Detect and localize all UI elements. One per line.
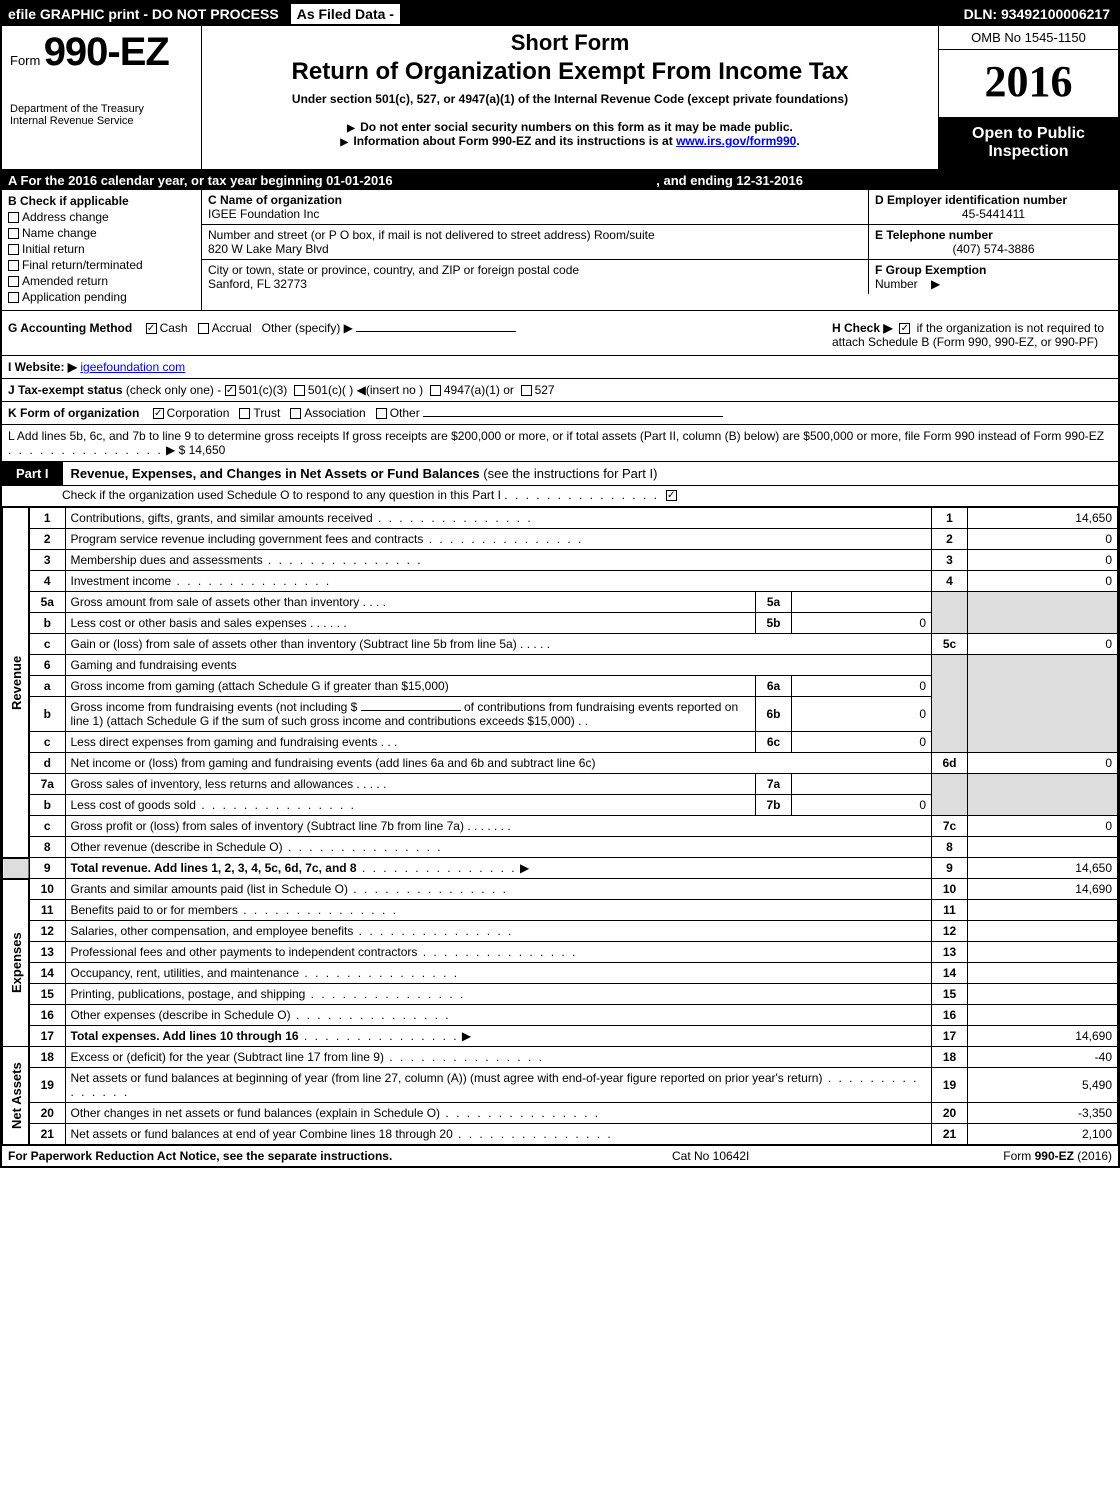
amt-17: 14,690 — [968, 1026, 1118, 1047]
line-l-amount: ▶ $ 14,650 — [166, 443, 225, 457]
section-j: J Tax-exempt status (check only one) - ✓… — [2, 379, 1118, 402]
e-label: E Telephone number — [875, 228, 1112, 242]
city-state-zip: Sanford, FL 32773 — [208, 277, 862, 291]
dln-label: DLN: — [964, 6, 997, 22]
dln: DLN: 93492100006217 — [956, 3, 1118, 25]
checkbox-initial[interactable] — [8, 244, 19, 255]
amt-19: 5,490 — [968, 1068, 1118, 1103]
efile-label: efile GRAPHIC print - DO NOT PROCESS — [2, 3, 285, 25]
section-g-h: G Accounting Method ✓Cash Accrual Other … — [2, 311, 1118, 356]
checkbox-accrual[interactable] — [198, 323, 209, 334]
return-title: Return of Organization Exempt From Incom… — [212, 58, 928, 86]
street-address: 820 W Lake Mary Blvd — [208, 242, 862, 256]
dept-irs: Internal Revenue Service — [10, 115, 193, 127]
dln-value: 93492100006217 — [1001, 6, 1110, 22]
sidelabel-expenses: Expenses — [3, 879, 30, 1047]
b-header: B Check if applicable — [8, 194, 195, 208]
triangle-icon — [347, 120, 357, 134]
checkbox-application[interactable] — [8, 292, 19, 303]
checkbox-501c3[interactable]: ✓ — [225, 385, 236, 396]
amt-7c: 0 — [968, 816, 1118, 837]
part1-check-line: Check if the organization used Schedule … — [2, 486, 1118, 507]
org-name: IGEE Foundation Inc — [208, 207, 862, 221]
footer: For Paperwork Reduction Act Notice, see … — [2, 1145, 1118, 1166]
amt-3: 0 — [968, 550, 1118, 571]
checkbox-corp[interactable]: ✓ — [153, 408, 164, 419]
checkbox-amended[interactable] — [8, 276, 19, 287]
triangle-icon — [340, 134, 350, 148]
checkbox-4947[interactable] — [430, 385, 441, 396]
section-k: K Form of organization ✓Corporation Trus… — [2, 402, 1118, 425]
header-left: Form 990-EZ Department of the Treasury I… — [2, 26, 202, 169]
tax-year: 2016 — [939, 50, 1118, 117]
checkbox-name[interactable] — [8, 228, 19, 239]
under-section: Under section 501(c), 527, or 4947(a)(1)… — [212, 92, 928, 106]
checkbox-schedule-o[interactable]: ✓ — [666, 490, 677, 501]
checkbox-h[interactable]: ✓ — [899, 323, 910, 334]
amt-6d: 0 — [968, 753, 1118, 774]
section-h: H Check ▶ ✓ if the organization is not r… — [832, 321, 1112, 349]
donot-line: Do not enter social security numbers on … — [212, 120, 928, 134]
amt-1: 14,650 — [968, 508, 1118, 529]
checkbox-527[interactable] — [521, 385, 532, 396]
header-middle: Short Form Return of Organization Exempt… — [202, 26, 938, 169]
ein: 45-5441411 — [875, 207, 1112, 221]
header-right: OMB No 1545-1150 2016 Open to Public Ins… — [938, 26, 1118, 169]
section-bcdef: B Check if applicable Address change Nam… — [2, 190, 1118, 311]
info-line: Information about Form 990-EZ and its in… — [212, 134, 928, 148]
amt-9: 14,650 — [968, 858, 1118, 879]
sidelabel-netassets: Net Assets — [3, 1047, 30, 1145]
d-label: D Employer identification number — [875, 193, 1112, 207]
part1-badge: Part I — [2, 462, 63, 485]
column-b: B Check if applicable Address change Nam… — [2, 190, 202, 310]
section-l: L Add lines 5b, 6c, and 7b to line 9 to … — [2, 425, 1118, 462]
dept-treasury: Department of the Treasury — [10, 103, 193, 115]
sidelabel-revenue: Revenue — [3, 508, 30, 858]
form-prefix: Form — [10, 53, 40, 68]
c-label: C Name of organization — [208, 193, 862, 207]
checkbox-501c[interactable] — [294, 385, 305, 396]
amt-21: 2,100 — [968, 1124, 1118, 1145]
city-label: City or town, state or province, country… — [208, 263, 862, 277]
irs-link[interactable]: www.irs.gov/form990 — [676, 134, 796, 148]
amt-4: 0 — [968, 571, 1118, 592]
cat-no: Cat No 10642I — [672, 1149, 932, 1163]
checkbox-other[interactable] — [376, 408, 387, 419]
header: Form 990-EZ Department of the Treasury I… — [2, 26, 1118, 171]
amt-18: -40 — [968, 1047, 1118, 1068]
checkbox-final[interactable] — [8, 260, 19, 271]
website-link[interactable]: igeefoundation com — [80, 360, 185, 374]
amt-10: 14,690 — [968, 879, 1118, 900]
column-cde: C Name of organization IGEE Foundation I… — [202, 190, 1118, 310]
form-ref: Form 990-EZ (2016) — [932, 1149, 1112, 1163]
form-number: 990-EZ — [44, 30, 169, 74]
amt-2: 0 — [968, 529, 1118, 550]
part1-header: Part I Revenue, Expenses, and Changes in… — [2, 462, 1118, 486]
top-bar: efile GRAPHIC print - DO NOT PROCESS As … — [2, 2, 1118, 26]
short-form-title: Short Form — [212, 30, 928, 56]
part1-table: Revenue 1 Contributions, gifts, grants, … — [2, 507, 1118, 1145]
checkbox-address[interactable] — [8, 212, 19, 223]
omb-number: OMB No 1545-1150 — [939, 26, 1118, 50]
checkbox-assoc[interactable] — [290, 408, 301, 419]
g-label: G Accounting Method — [8, 321, 132, 335]
row-a-taxyear: A For the 2016 calendar year, or tax yea… — [2, 171, 1118, 190]
amt-5c: 0 — [968, 634, 1118, 655]
part1-title: Revenue, Expenses, and Changes in Net As… — [63, 462, 1118, 485]
section-i: I Website: ▶ igeefoundation com — [2, 356, 1118, 379]
addr-label: Number and street (or P O box, if mail i… — [208, 228, 862, 242]
amt-20: -3,350 — [968, 1103, 1118, 1124]
phone: (407) 574-3886 — [875, 242, 1112, 256]
open-to-public: Open to Public Inspection — [939, 117, 1118, 169]
checkbox-trust[interactable] — [239, 408, 250, 419]
amt-8 — [968, 837, 1118, 858]
asfiled-label: As Filed Data - — [289, 2, 402, 26]
paperwork-notice: For Paperwork Reduction Act Notice, see … — [8, 1149, 672, 1163]
f-label: F Group Exemption Number ▶ — [875, 263, 1112, 291]
checkbox-cash[interactable]: ✓ — [146, 323, 157, 334]
form-page: efile GRAPHIC print - DO NOT PROCESS As … — [0, 0, 1120, 1168]
